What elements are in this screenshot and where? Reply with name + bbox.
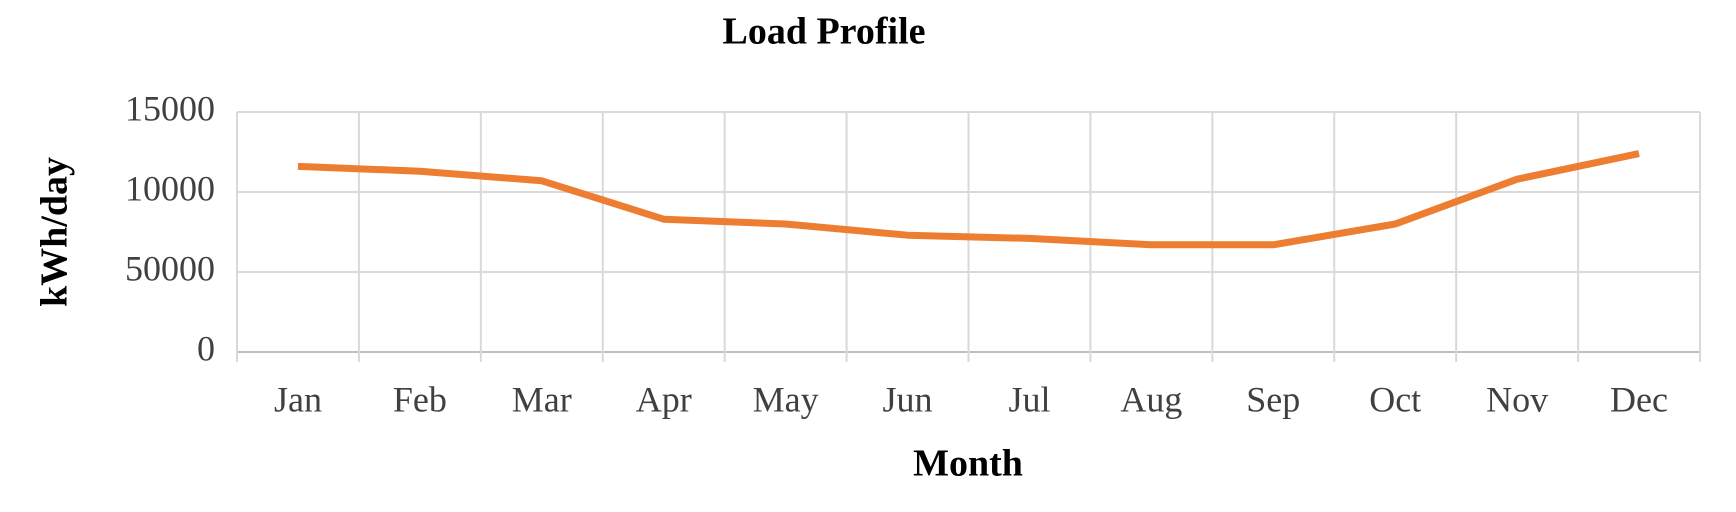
x-tick-label: Jan (274, 379, 322, 419)
x-tick-label: Dec (1610, 379, 1668, 419)
chart-title: Load Profile (722, 11, 925, 53)
y-tick-label: 50000 (125, 248, 215, 288)
x-tick-label: Mar (512, 379, 572, 419)
y-tick-label: 10000 (125, 168, 215, 208)
x-tick-label: Oct (1369, 379, 1421, 419)
x-tick-label: Aug (1120, 379, 1182, 419)
y-tick-label: 15000 (125, 88, 215, 128)
x-tick-label: Jun (883, 379, 933, 419)
x-axis-label: Month (913, 443, 1023, 485)
line-series (297, 150, 1640, 249)
x-tick-label: Nov (1486, 379, 1548, 419)
y-tick-label: 0 (197, 328, 215, 368)
x-tick-label: Sep (1246, 379, 1300, 419)
x-tick-label: Feb (393, 379, 447, 419)
x-tick-label: Apr (636, 379, 692, 419)
x-tick-label: Jul (1008, 379, 1050, 419)
y-axis-label: kWh/day (34, 157, 76, 307)
x-tick-label: May (753, 379, 819, 419)
